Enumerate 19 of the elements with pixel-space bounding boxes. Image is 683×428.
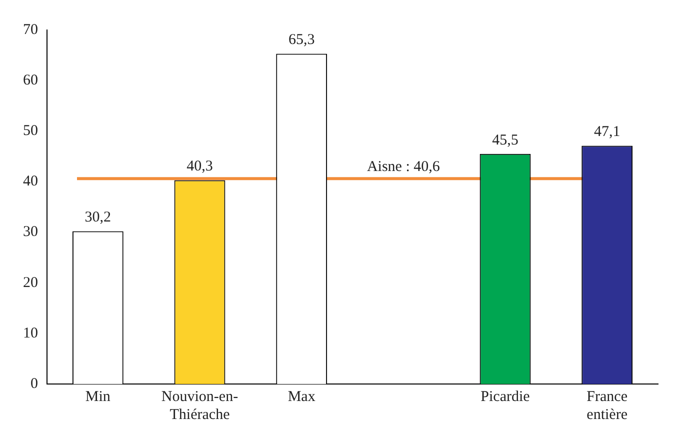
- x-tick-label: Min: [85, 388, 111, 405]
- y-tick-label: 30: [23, 224, 38, 240]
- x-tick-label: Nouvion-en-Thiérache: [161, 388, 238, 423]
- data-label: 30,2: [84, 210, 112, 226]
- y-tick-label: 60: [23, 72, 38, 89]
- y-tick-label: 40: [23, 174, 38, 190]
- data-label: 40,3: [186, 158, 213, 175]
- data-label: 47,1: [594, 124, 620, 140]
- y-tick-label: 70: [23, 22, 38, 38]
- data-label: 65,3: [288, 32, 315, 48]
- x-tick-label: France entière: [586, 388, 628, 423]
- y-tick-label: 0: [30, 376, 38, 392]
- ref-line-label: Aisne : 40,6: [366, 159, 440, 176]
- y-tick-label: 10: [23, 325, 38, 342]
- x-tick-label: Max: [288, 388, 316, 405]
- x-tick-label: Picardie: [480, 388, 530, 405]
- y-tick-label: 50: [23, 123, 38, 140]
- data-label: 45,5: [492, 132, 518, 148]
- y-tick-label: 20: [23, 274, 38, 291]
